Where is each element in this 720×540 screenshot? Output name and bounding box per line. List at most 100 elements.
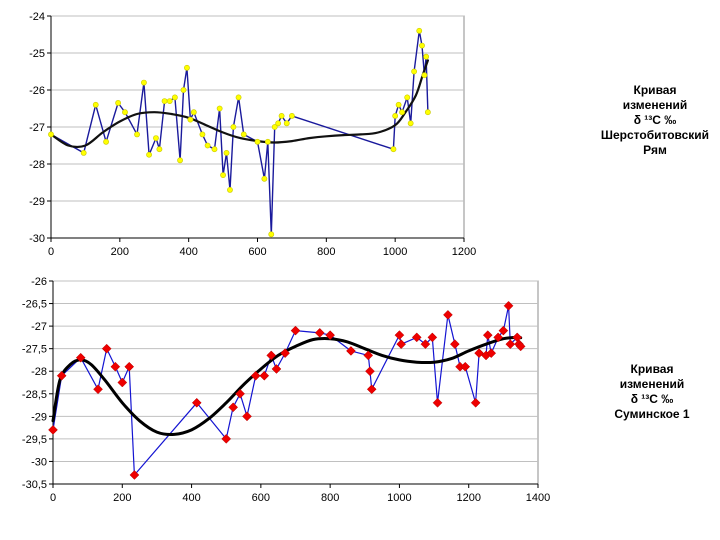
chart1-data-point — [416, 27, 423, 34]
chart1-label-line: изменений — [622, 98, 688, 112]
chart1-data-point — [230, 124, 237, 130]
chart1-data-point — [166, 98, 173, 104]
chart2-group: -26 -26,5 -27 -27,5 -28 -28,5 -29 -29,5 -30 -30,5… — [22, 276, 550, 504]
chart2-y-tick-label: -28 — [31, 366, 47, 378]
chart1-y-tick-label: -24 — [29, 11, 45, 23]
chart1-y-tick-label: -26 — [29, 85, 45, 97]
chart2-data-point — [117, 377, 128, 388]
chart2-data-point — [325, 330, 335, 340]
chart2-y-tick-label: -30,5 — [22, 479, 47, 491]
chart1-data-point — [161, 98, 168, 104]
chart2-y-tick-label: -29,5 — [22, 434, 47, 446]
chart2-data-point — [110, 361, 121, 372]
chart2-data-point — [365, 366, 375, 377]
chart1-x-tick-label: 800 — [317, 246, 335, 258]
chart1-data-point — [261, 175, 268, 182]
chart1-data-point — [395, 101, 402, 108]
chart2-data-point — [482, 330, 493, 340]
chart2-data-point — [290, 325, 301, 336]
chart2-data-point — [129, 470, 140, 480]
chart1-label-line: Шерстобитовский — [600, 128, 710, 142]
chart2-x-tick-label: 200 — [113, 492, 131, 504]
chart1-data-point — [235, 94, 242, 101]
chart1-label-line: δ ¹³С ‰ — [633, 113, 677, 127]
chart2-data-point — [314, 328, 325, 338]
chart2-data-point — [505, 339, 516, 350]
chart1-data-point — [134, 131, 140, 138]
chart2-data-point — [48, 425, 58, 435]
chart2-y-tick-label: -26 — [31, 276, 47, 288]
chart2-data-point — [498, 325, 509, 336]
chart1-data-point — [278, 113, 285, 119]
chart1-data-point — [220, 172, 226, 178]
chart1-y-tick-label: -28 — [29, 159, 45, 171]
chart2-data-point — [280, 348, 290, 359]
chart1-data-point — [141, 79, 147, 86]
chart1-x-tick-label: 400 — [179, 246, 197, 258]
chart1-data-point — [103, 138, 109, 145]
chart2-x-tick-label: 400 — [182, 492, 200, 504]
chart1-data-point — [223, 149, 230, 156]
chart2-data-point — [503, 300, 514, 311]
chart2-data-point — [474, 348, 484, 359]
chart2-data-point — [450, 339, 460, 350]
chart1-data-point — [80, 149, 87, 156]
chart2-label-line: Кривая — [630, 362, 674, 376]
chart2-data-point — [366, 384, 377, 395]
chart2-x-tick-label: 0 — [50, 492, 56, 504]
chart1-side-label: Кривая изменений δ ¹³С ‰ Шерстобитовский… — [585, 83, 720, 158]
chart2-data-point — [259, 370, 270, 381]
chart1-data-point — [424, 109, 431, 116]
chart1-data-point — [419, 42, 425, 49]
chart2-data-point — [470, 397, 481, 408]
chart1-x-tick-label: 1200 — [452, 246, 476, 258]
chart1-label-line: Рям — [643, 143, 667, 157]
chart1-data-point — [153, 135, 159, 141]
chart2-data-point — [363, 350, 374, 361]
chart2-x-tick-label: 1000 — [387, 492, 411, 504]
chart1-data-point — [184, 64, 190, 71]
chart1-data-point — [423, 53, 430, 60]
chart2-data-point — [486, 348, 497, 359]
chart2-y-tick-label: -29 — [31, 411, 47, 423]
chart1-group: -24 -25 -26 -27 -28 -29 -300 200 400 600 800 1000 12… — [29, 11, 476, 258]
chart2-y-tick-label: -28,5 — [22, 389, 47, 401]
chart1-y-tick-label: -27 — [29, 122, 45, 134]
chart2-data-point — [411, 332, 422, 343]
chart1-data-point — [156, 146, 163, 153]
chart2-x-tick-label: 600 — [252, 492, 270, 504]
chart1-data-point — [190, 109, 197, 116]
chart2-data-point — [124, 361, 135, 372]
chart2-plot-area — [52, 280, 539, 485]
chart1-data-point — [171, 94, 178, 101]
chart1-data-point — [392, 113, 399, 119]
chart1-x-tick-label: 600 — [248, 246, 266, 258]
chart2-x-tick-label: 1200 — [456, 492, 480, 504]
chart2-data-point — [228, 402, 238, 413]
chart2-data-point — [493, 332, 504, 343]
chart2-x-tick-label: 800 — [321, 492, 339, 504]
chart2-data-point — [515, 341, 526, 352]
chart2-data-point — [420, 339, 431, 350]
chart2-data-point — [396, 339, 407, 350]
chart1-data-point — [177, 157, 183, 164]
chart2-y-tick-label: -30 — [31, 456, 47, 468]
chart2-data-point — [266, 350, 277, 361]
chart1-data-point — [146, 151, 152, 158]
chart2-data-point — [432, 397, 443, 408]
chart2-data-point — [191, 397, 202, 408]
chart2-label-line: изменений — [619, 377, 685, 391]
chart2-data-point — [75, 352, 86, 363]
chart2-data-point — [443, 309, 453, 320]
chart1-data-point — [289, 113, 295, 119]
chart2-data-point — [56, 370, 67, 381]
chart1-data-point — [283, 120, 290, 127]
chart2-data-point — [271, 364, 282, 374]
chart1-y-tick-label: -29 — [29, 196, 45, 208]
chart1-data-point — [268, 231, 275, 238]
chart1-data-point — [227, 186, 233, 193]
chart1-data-point — [92, 101, 99, 108]
chart1-data-point — [411, 68, 417, 75]
chart2-y-tick-label: -27 — [31, 321, 47, 333]
chart1-y-tick-label: -30 — [29, 233, 45, 245]
